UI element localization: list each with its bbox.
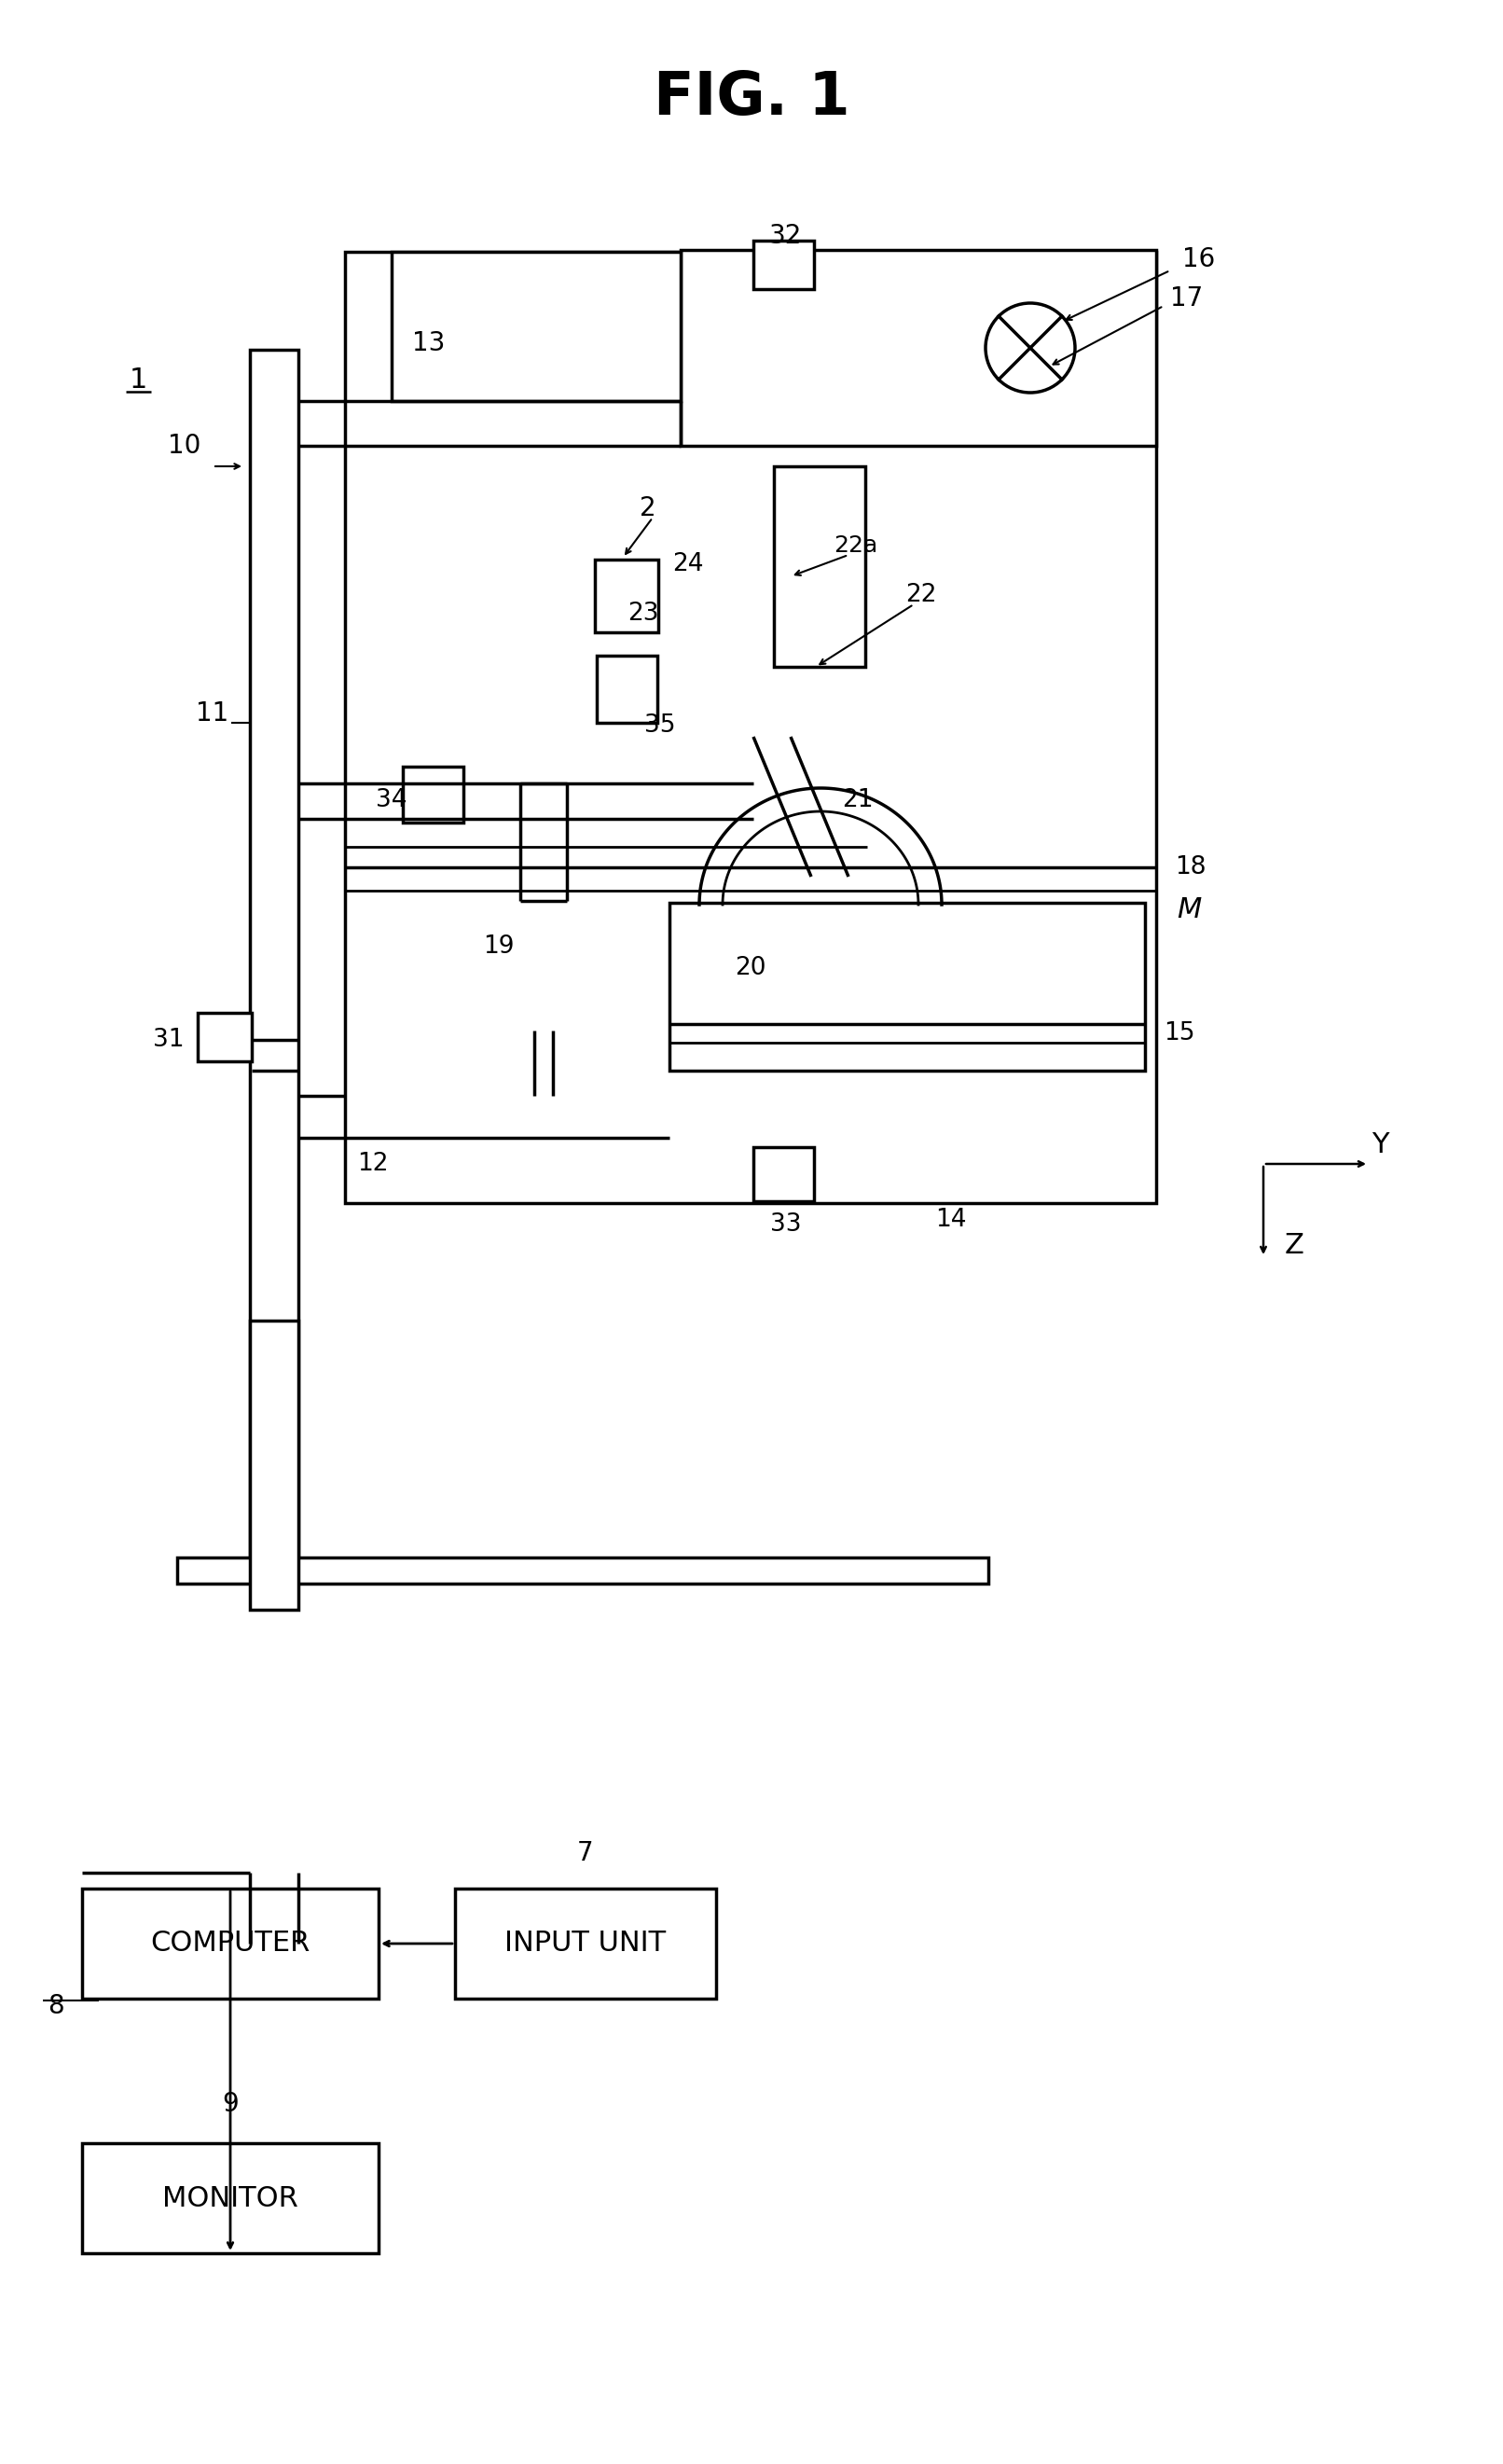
Text: COMPUTER: COMPUTER — [150, 1929, 310, 1956]
Text: INPUT UNIT: INPUT UNIT — [505, 1929, 666, 1956]
Bar — [392, 251, 681, 402]
Bar — [198, 1013, 251, 1062]
Text: 33: 33 — [771, 1212, 801, 1237]
Text: 11: 11 — [197, 700, 228, 727]
Text: 24: 24 — [672, 552, 703, 577]
Text: 17: 17 — [1171, 286, 1202, 310]
Bar — [753, 1148, 815, 1202]
Text: FIG. 1: FIG. 1 — [654, 69, 849, 126]
Bar — [249, 350, 299, 1567]
Text: 34: 34 — [376, 788, 407, 813]
Text: MONITOR: MONITOR — [162, 2186, 298, 2213]
Bar — [83, 1887, 379, 1998]
Bar — [774, 466, 866, 668]
Text: 15: 15 — [1163, 1020, 1195, 1045]
Text: 9: 9 — [222, 2092, 239, 2117]
Text: 22: 22 — [906, 584, 936, 606]
Bar — [753, 241, 815, 288]
Text: 31: 31 — [153, 1027, 185, 1052]
Text: 1: 1 — [129, 367, 147, 394]
Text: 2: 2 — [640, 495, 657, 522]
Text: 10: 10 — [168, 434, 201, 458]
Bar — [403, 766, 463, 823]
Bar — [455, 1887, 715, 1998]
Bar — [177, 1557, 989, 1584]
Text: Y: Y — [1371, 1131, 1389, 1158]
Bar — [249, 1321, 299, 1609]
Text: 14: 14 — [935, 1207, 966, 1232]
Text: 7: 7 — [577, 1841, 594, 1865]
Text: M: M — [1177, 897, 1201, 924]
Text: 8: 8 — [48, 1993, 65, 2018]
Text: 13: 13 — [412, 330, 445, 357]
Text: 35: 35 — [645, 715, 676, 737]
Text: 21: 21 — [842, 788, 873, 813]
Bar — [346, 251, 1156, 1202]
Text: 22a: 22a — [834, 535, 878, 557]
Bar — [595, 559, 658, 633]
Text: 12: 12 — [358, 1151, 389, 1175]
Text: 16: 16 — [1183, 246, 1214, 274]
Bar — [597, 655, 657, 722]
Text: 32: 32 — [770, 222, 803, 249]
Bar — [681, 249, 1156, 446]
Bar — [669, 902, 1145, 1072]
Text: 19: 19 — [482, 934, 514, 958]
Bar — [83, 2144, 379, 2252]
Text: 23: 23 — [628, 601, 658, 626]
Text: 18: 18 — [1175, 855, 1205, 880]
Text: Z: Z — [1285, 1232, 1305, 1259]
Text: 20: 20 — [735, 956, 767, 981]
